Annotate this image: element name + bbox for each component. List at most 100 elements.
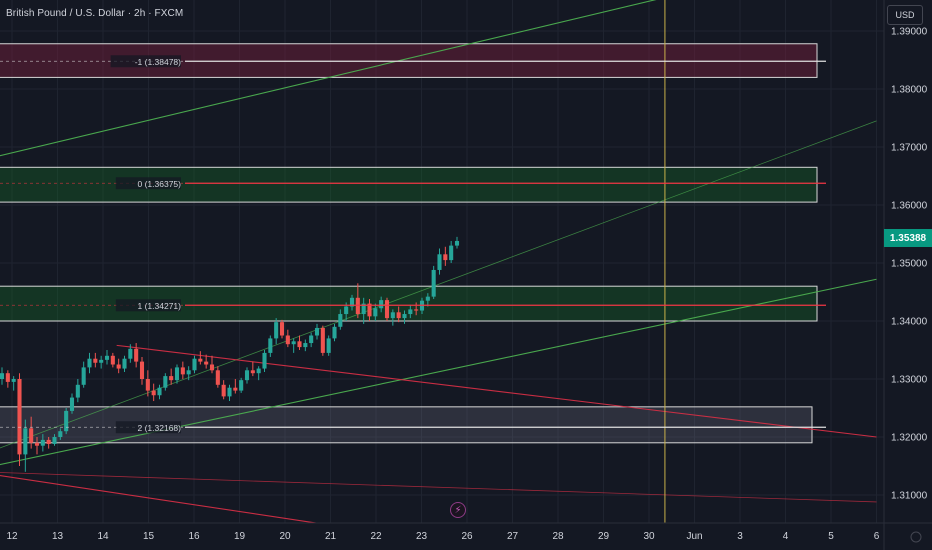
y-tick-label: 1.36000 — [891, 201, 928, 212]
candle-body — [81, 367, 86, 385]
candle-body — [431, 269, 436, 297]
candle-body — [367, 303, 372, 317]
candle-body — [29, 428, 34, 443]
x-tick-label: 13 — [52, 531, 64, 542]
last-price-label: 1.35388 — [884, 229, 932, 247]
x-tick-label: 14 — [97, 531, 109, 542]
candle-body — [204, 361, 209, 365]
candle-body — [99, 359, 104, 363]
candle-body — [244, 370, 250, 381]
y-tick-label: 1.39000 — [891, 27, 928, 38]
candle-body — [11, 379, 16, 382]
candle-body — [134, 348, 139, 362]
x-tick-label: 30 — [643, 531, 655, 542]
candle-body — [0, 373, 5, 379]
y-tick-label: 1.38000 — [891, 85, 928, 96]
y-tick-label: 1.31000 — [891, 491, 928, 502]
x-tick-label: 29 — [598, 531, 610, 542]
y-tick-label: 1.32000 — [891, 433, 928, 444]
fib-label-bg — [110, 55, 181, 68]
x-tick-label: 19 — [234, 531, 246, 542]
candle-body — [314, 327, 320, 336]
candle-body — [449, 245, 454, 261]
candle-body — [174, 367, 180, 381]
candle-body — [250, 370, 255, 374]
candle-body — [443, 254, 448, 261]
candle-body — [180, 367, 185, 375]
candle-body — [414, 309, 419, 311]
candle-body — [274, 322, 279, 339]
candle-body — [5, 373, 10, 382]
candle-body — [69, 397, 75, 411]
trendline — [116, 344, 877, 438]
candle-body — [215, 370, 220, 385]
candle-body — [262, 352, 267, 369]
candle-body — [303, 343, 308, 348]
candle-body — [379, 300, 384, 309]
candle-body — [437, 254, 442, 270]
candle-body — [192, 358, 197, 371]
time-axis — [0, 523, 932, 550]
candle-body — [23, 428, 28, 455]
candle-body — [239, 380, 244, 391]
candle-body — [110, 355, 115, 365]
candle-body — [268, 338, 273, 353]
x-tick-label: 21 — [325, 531, 337, 542]
x-tick-label: 4 — [783, 531, 789, 542]
grid — [0, 0, 884, 523]
x-tick-label: 16 — [188, 531, 200, 542]
candle-body — [58, 431, 63, 437]
candle-body — [326, 338, 331, 353]
currency-button[interactable]: USD — [887, 5, 923, 25]
x-tick-label: 3 — [737, 531, 743, 542]
candle-body — [17, 379, 22, 455]
candle-body — [209, 364, 215, 371]
y-tick-label: 1.35000 — [891, 259, 928, 270]
settings-icon — [910, 531, 922, 543]
candle-body — [221, 384, 226, 397]
lightning-icon[interactable]: ⚡ — [450, 502, 466, 518]
x-tick-label: 23 — [416, 531, 428, 542]
fib-label-bg — [115, 177, 181, 190]
x-tick-label: 26 — [461, 531, 473, 542]
x-tick-label: 12 — [6, 531, 18, 542]
x-tick-label: 15 — [143, 531, 155, 542]
candle-body — [163, 376, 168, 388]
candle-body — [198, 358, 203, 362]
candle-body — [145, 379, 150, 391]
trendline — [0, 120, 877, 449]
candle-body — [87, 358, 92, 368]
candle-body — [116, 364, 121, 369]
trendline — [0, 0, 657, 157]
fib-label-bg — [115, 299, 181, 312]
candle-body — [64, 410, 69, 432]
x-tick-label: 5 — [828, 531, 834, 542]
fib-label: 1 (1.34271) — [138, 301, 182, 311]
y-tick-label: 1.37000 — [891, 143, 928, 154]
candle-body — [139, 361, 145, 379]
x-tick-label: 20 — [279, 531, 291, 542]
candle-body — [52, 437, 57, 444]
candle-body — [390, 312, 395, 319]
fib-levels: -1 (1.38478) 0 (1.36375) 1 (1.34271) 2 (1.3… — [0, 55, 826, 434]
trendline — [0, 278, 877, 466]
candle-body — [186, 370, 191, 375]
candle-body — [349, 297, 355, 307]
x-tick-label: 28 — [552, 531, 564, 542]
candle-body — [122, 358, 127, 369]
x-tick-label: 6 — [874, 531, 880, 542]
candle-body — [256, 368, 261, 374]
chart-title: British Pound / U.S. Dollar · 2h · FXCM — [6, 8, 184, 19]
candle-body — [344, 306, 349, 315]
candle-body — [104, 355, 110, 360]
candle-body — [93, 358, 98, 363]
candle-body — [151, 390, 156, 396]
trendlines — [0, 0, 877, 550]
candle-body — [361, 303, 366, 315]
candle-body — [425, 296, 430, 301]
candle-body — [227, 387, 232, 397]
candle-body — [408, 309, 413, 315]
candle-body — [75, 384, 80, 398]
y-tick-label: 1.33000 — [891, 375, 928, 386]
